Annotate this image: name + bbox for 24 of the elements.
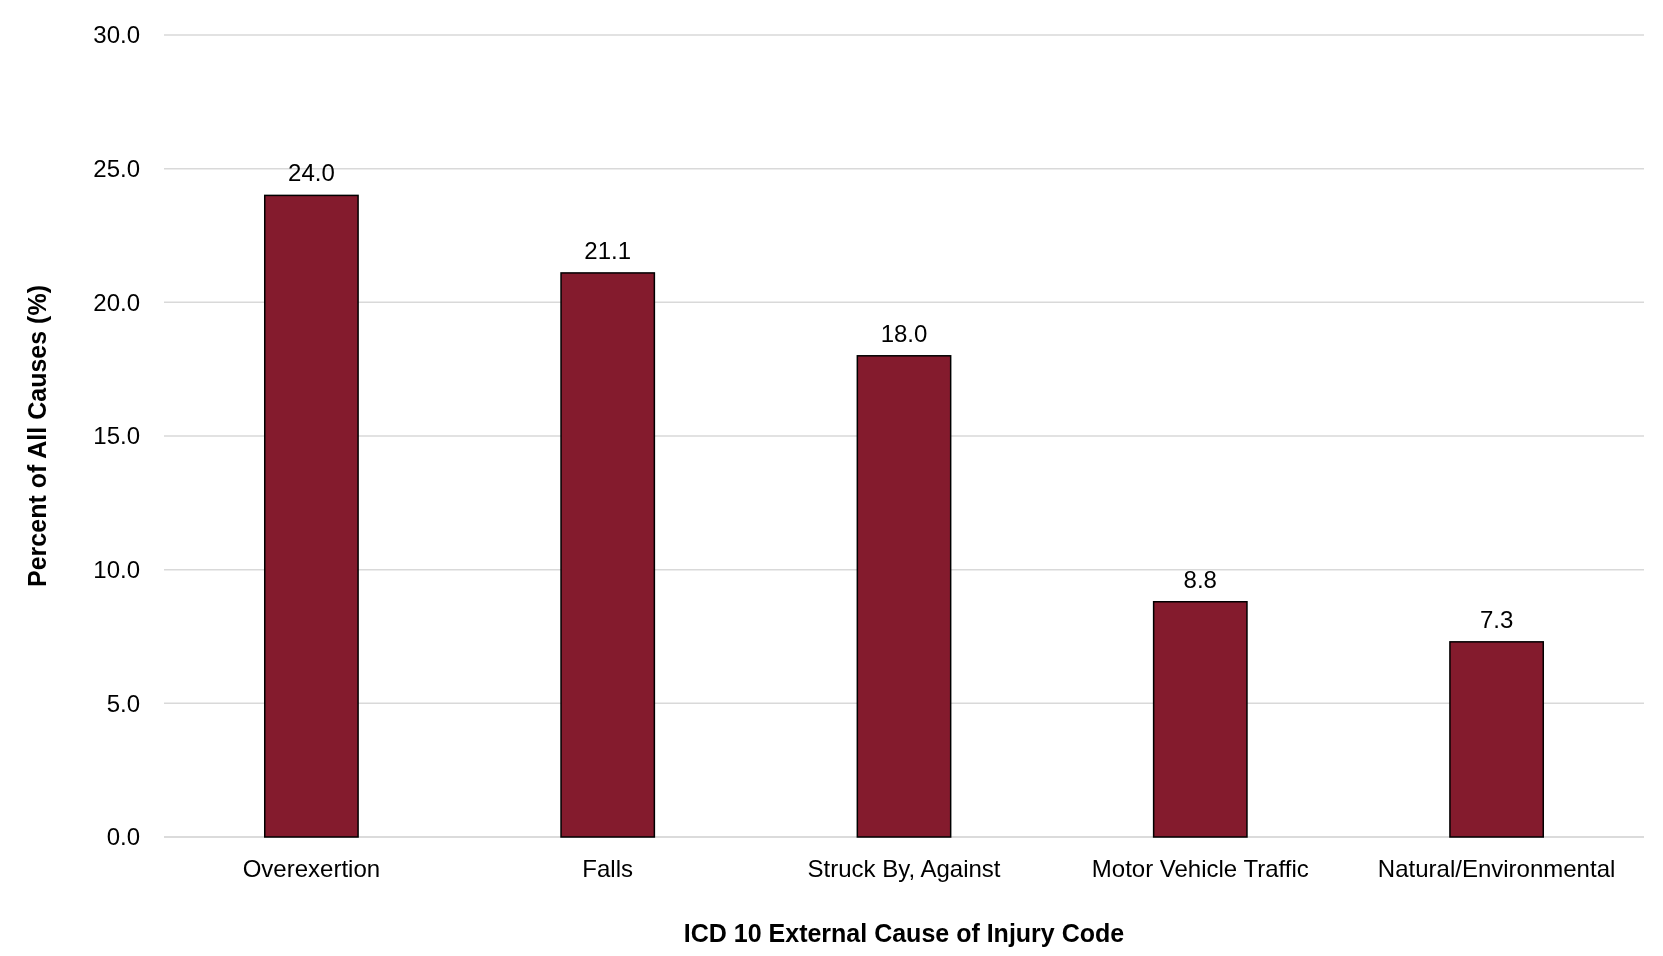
y-tick-label: 5.0 — [106, 689, 140, 717]
bar — [856, 355, 952, 838]
data-label: 8.8 — [1183, 565, 1217, 593]
y-tick-label: 10.0 — [93, 556, 140, 584]
y-tick-label: 25.0 — [93, 155, 140, 183]
data-label: 18.0 — [880, 319, 928, 347]
data-label: 21.1 — [584, 236, 632, 264]
y-tick-label: 30.0 — [93, 21, 140, 49]
bar — [263, 194, 359, 838]
data-label: 7.3 — [1479, 605, 1514, 633]
bar — [560, 272, 656, 838]
x-tick-label: Natural/Environmental — [1377, 855, 1616, 882]
x-axis-title: ICD 10 External Cause of Injury Code — [683, 919, 1125, 947]
data-label: 24.0 — [288, 159, 335, 187]
x-tick-label: Falls — [582, 855, 634, 882]
x-tick-label: Motor Vehicle Traffic — [1091, 855, 1309, 882]
bar — [1152, 601, 1248, 838]
y-tick-label: 0.0 — [106, 823, 140, 851]
y-tick-label: 20.0 — [93, 288, 140, 316]
bar — [1449, 641, 1545, 838]
x-tick-label: Struck By, Against — [807, 855, 1001, 882]
x-tick-label: Overexertion — [242, 855, 381, 882]
y-axis-title: Percent of All Causes (%) — [23, 285, 51, 587]
y-tick-label: 15.0 — [93, 422, 140, 450]
